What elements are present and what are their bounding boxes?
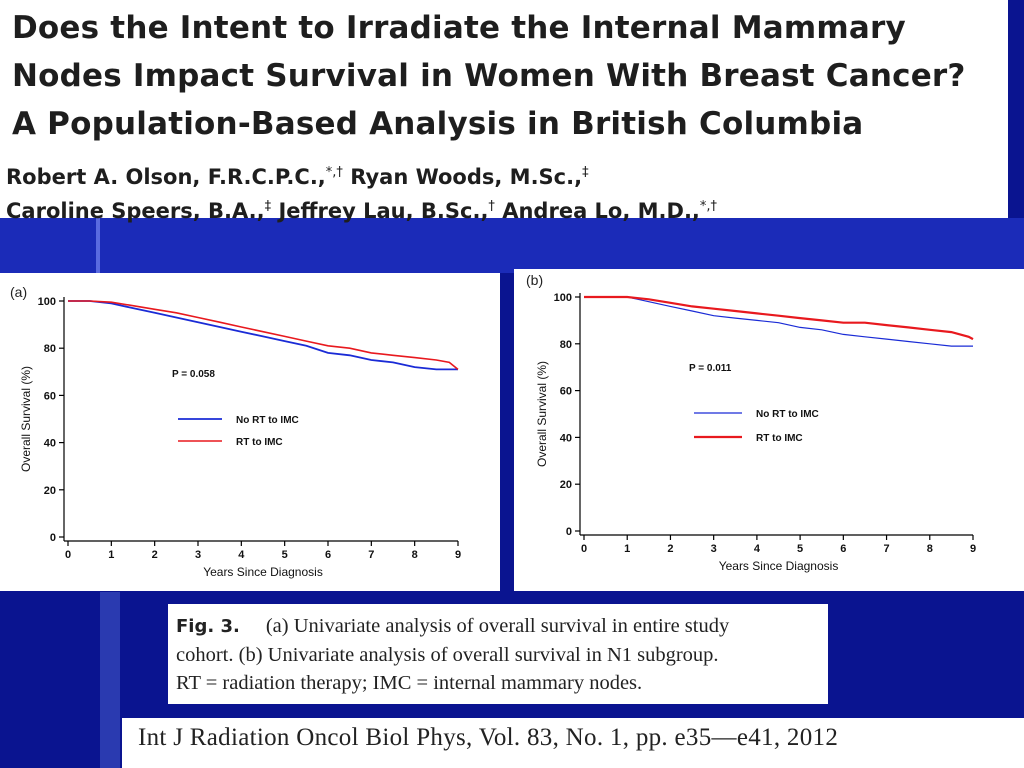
author-name: Andrea Lo, M.D., [494,199,700,223]
panel-label: (a) [10,284,27,300]
journal-citation-box: Int J Radiation Oncol Biol Phys, Vol. 83… [122,718,1024,768]
p-value-annotation: P = 0.011 [689,363,732,374]
x-tick-label: 7 [368,549,374,561]
caption-line-1: Fig. 3. (a) Univariate analysis of overal… [176,612,820,641]
author-affiliation: *,† [699,199,718,214]
y-tick-label: 60 [560,386,572,398]
author-affiliation: *,† [325,165,343,180]
y-tick-label: 40 [560,432,572,444]
series-line-rt [584,295,974,341]
journal-citation: Int J Radiation Oncol Biol Phys, Vol. 83… [138,724,839,751]
author-affiliation: ‡ [264,199,272,214]
author-name: Robert A. Olson, F.R.C.P.C., [6,165,326,189]
title-line-2: Nodes Impact Survival in Women With Brea… [12,58,966,94]
title-box: Does the Intent to Irradiate the Interna… [0,0,1008,158]
caption-line-2: cohort. (b) Univariate analysis of overa… [176,644,719,666]
figure-label: Fig. 3. [176,616,240,637]
x-tick-label: 9 [455,549,461,561]
p-value-annotation: P = 0.058 [172,369,215,380]
x-axis-label: Years Since Diagnosis [203,565,323,579]
survival-chart-b: (b) 0 20 40 60 80 100 0 1 2 3 4 5 6 7 8 9 Years Since Dia… [526,272,976,573]
legend-label: RT to IMC [236,437,283,448]
x-tick-label: 4 [238,549,245,561]
background-stripe-vertical [96,218,100,273]
caption-text: (a) Univariate analysis of overall survi… [265,615,730,637]
authors-box: Robert A. Olson, F.R.C.P.C.,*,† Ryan Woo… [0,158,1008,223]
x-axis-label: Years Since Diagnosis [719,559,839,573]
y-axis-label: Overall Survival (%) [19,366,33,472]
x-tick-label: 3 [711,543,717,555]
author-affiliation: ‡ [582,165,589,180]
x-tick-label: 5 [797,543,803,555]
x-tick-label: 2 [667,543,673,555]
author-affiliation: † [488,199,495,214]
x-tick-label: 9 [970,543,976,555]
title-line-1: Does the Intent to Irradiate the Interna… [12,10,906,46]
y-tick-label: 20 [44,485,56,497]
series-line-no-rt [68,300,458,371]
y-tick-label: 0 [50,532,56,544]
series-line-rt [68,300,459,371]
caption-line-3: RT = radiation therapy; IMC = internal m… [176,672,643,694]
series-line-no-rt [584,296,973,347]
y-tick-label: 80 [560,339,572,351]
y-tick-label: 60 [44,390,56,402]
figure-caption: Fig. 3. (a) Univariate analysis of overal… [168,604,828,704]
background-stripe-lower [100,592,120,768]
legend-label: No RT to IMC [756,409,819,420]
x-tick-label: 0 [65,549,71,561]
x-tick-label: 8 [927,543,933,555]
x-tick-label: 1 [108,549,114,561]
author-line-2: Caroline Speers, B.A.,‡ Jeffrey Lau, B.S… [6,192,1002,226]
x-tick-label: 8 [412,549,418,561]
author-name: Jeffrey Lau, B.Sc., [271,199,489,223]
y-axis-label: Overall Survival (%) [535,361,549,467]
y-tick-label: 100 [38,296,56,308]
y-tick-label: 80 [44,343,56,355]
y-tick-label: 0 [566,526,572,538]
chart-panel-b: (b) 0 20 40 60 80 100 0 1 2 3 4 5 6 7 8 9 Years Since Dia… [514,269,1024,591]
x-tick-label: 2 [152,549,158,561]
survival-chart-a: (a) 0 20 40 60 80 100 0 1 2 3 4 5 6 7 8 9 Years Since Dia… [10,284,461,579]
x-tick-label: 6 [325,549,331,561]
legend-label: No RT to IMC [236,415,299,426]
author-line-1: Robert A. Olson, F.R.C.P.C.,*,† Ryan Woo… [6,158,1002,192]
x-tick-label: 3 [195,549,201,561]
x-tick-label: 0 [581,543,587,555]
author-name: Caroline Speers, B.A., [6,199,265,223]
x-tick-label: 4 [754,543,761,555]
legend-label: RT to IMC [756,433,803,444]
y-tick-label: 100 [554,292,572,304]
x-tick-label: 1 [624,543,630,555]
title-line-3: A Population-Based Analysis in British C… [12,106,864,142]
y-tick-label: 20 [560,479,572,491]
x-tick-label: 6 [840,543,846,555]
chart-panel-a: (a) 0 20 40 60 80 100 0 1 2 3 4 5 6 7 8 9 Years Since Dia… [0,273,500,591]
x-tick-label: 5 [282,549,288,561]
x-tick-label: 7 [883,543,889,555]
author-name: Ryan Woods, M.Sc., [342,165,583,189]
panel-label: (b) [526,272,543,288]
background-stripe [0,218,1024,273]
y-tick-label: 40 [44,438,56,450]
